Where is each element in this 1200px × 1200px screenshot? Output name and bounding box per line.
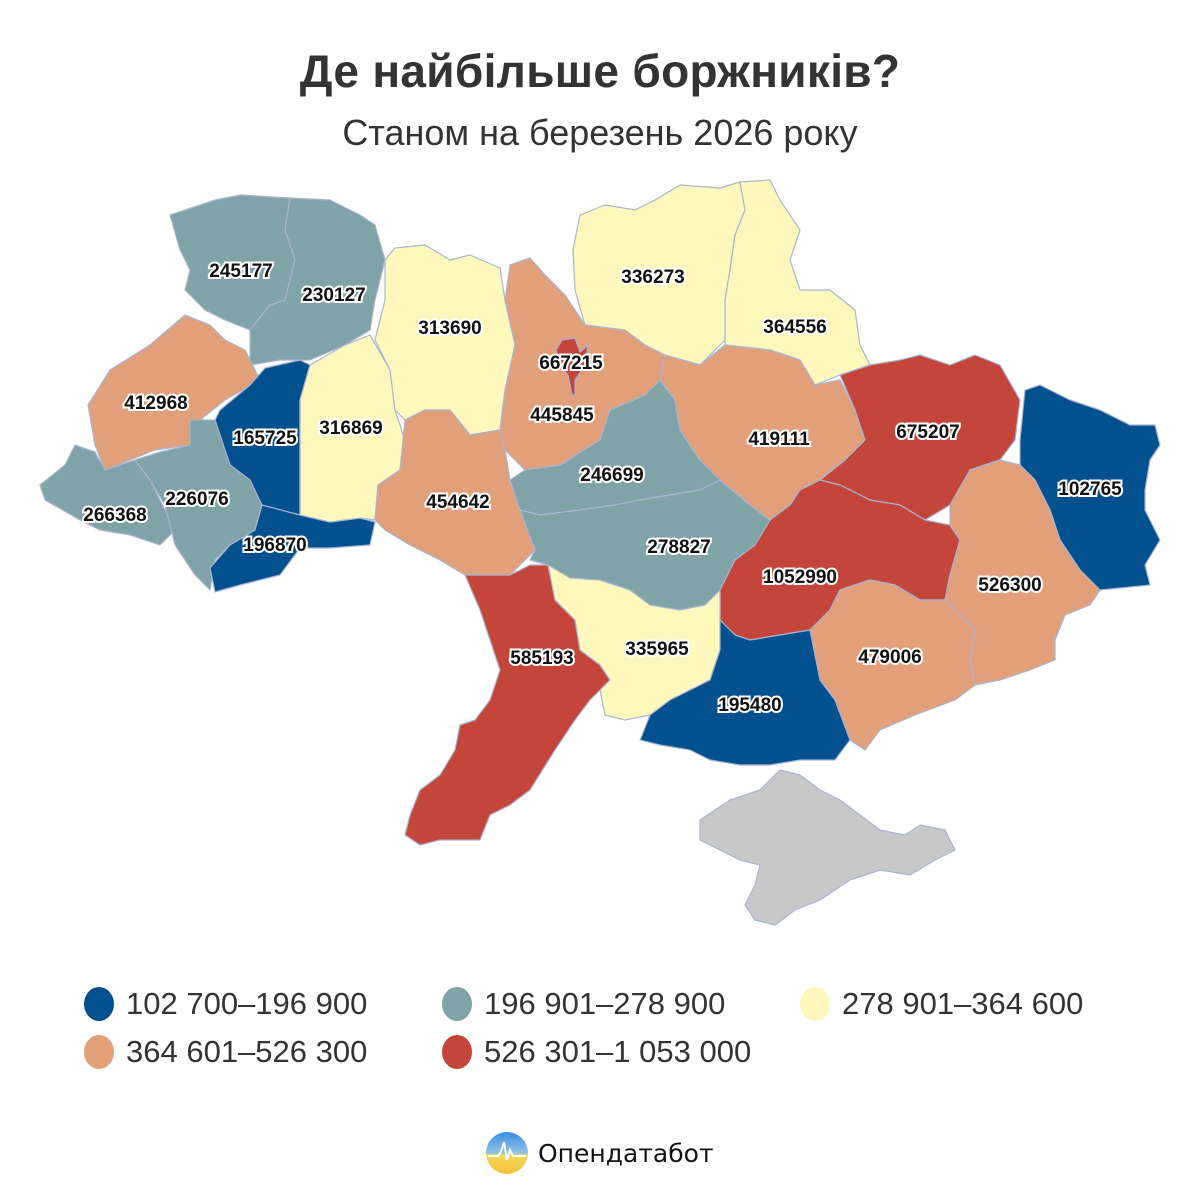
opendatabot-logo-icon bbox=[486, 1132, 528, 1174]
region-zhytomyr[interactable] bbox=[374, 244, 516, 436]
region-kyiv-city[interactable] bbox=[555, 337, 589, 396]
region-donetsk[interactable] bbox=[944, 459, 1101, 686]
value-label-mykolaiv: 335965 bbox=[625, 639, 689, 660]
legend-swatch-icon bbox=[800, 987, 830, 1021]
value-label-vinnytsia: 454642 bbox=[426, 492, 489, 513]
value-label-kherson: 195480 bbox=[718, 695, 781, 716]
legend-swatch-icon bbox=[442, 987, 472, 1021]
value-label-khmelnytskyi: 316869 bbox=[319, 418, 382, 439]
legend-label: 278 901–364 600 bbox=[842, 986, 1084, 1021]
legend-swatch-icon bbox=[84, 987, 114, 1021]
region-rivne[interactable] bbox=[249, 197, 386, 366]
legend-label: 102 700–196 900 bbox=[126, 986, 368, 1021]
brand-logo: Опендатабот bbox=[484, 1130, 714, 1176]
brand-name: Опендатабот bbox=[538, 1138, 714, 1168]
legend-swatch-icon bbox=[442, 1035, 472, 1069]
value-label-kyiv-city: 667215 bbox=[539, 353, 603, 374]
legend-swatch-icon bbox=[84, 1035, 114, 1069]
value-label-poltava: 419111 bbox=[748, 429, 810, 450]
legend-label: 196 901–278 900 bbox=[484, 986, 726, 1021]
value-label-kirovohrad: 278827 bbox=[647, 537, 710, 558]
legend-item-bin1: 102 700–196 900 bbox=[84, 986, 367, 1022]
value-label-zhytomyr: 313690 bbox=[418, 318, 481, 339]
legend-label: 364 601–526 300 bbox=[126, 1034, 368, 1069]
legend-item-bin4: 364 601–526 300 bbox=[84, 1034, 367, 1070]
chart-title: Де найбільше боржників? bbox=[299, 45, 901, 97]
legend-item-bin2: 196 901–278 900 bbox=[442, 986, 725, 1022]
region-lviv[interactable] bbox=[87, 314, 261, 471]
value-label-kharkiv: 675207 bbox=[896, 422, 959, 443]
value-label-zaporizhzhia: 479006 bbox=[858, 647, 921, 668]
value-label-chernihiv: 336273 bbox=[621, 267, 684, 288]
region-zakarpattia[interactable] bbox=[39, 444, 176, 546]
value-label-kyiv-oblast: 445845 bbox=[530, 405, 594, 426]
chart-subtitle: Станом на березень 2026 року bbox=[342, 112, 858, 153]
value-label-zakarpattia: 266368 bbox=[83, 505, 146, 526]
value-label-luhansk: 102765 bbox=[1058, 479, 1122, 500]
region-crimea[interactable] bbox=[699, 769, 956, 926]
value-label-lviv: 412968 bbox=[124, 393, 187, 414]
legend-item-bin3: 278 901–364 600 bbox=[800, 986, 1083, 1022]
value-label-sumy: 364556 bbox=[763, 317, 826, 338]
region-kherson[interactable] bbox=[639, 619, 851, 766]
value-label-volyn: 245177 bbox=[209, 261, 272, 282]
legend-label: 526 301–1 053 000 bbox=[484, 1034, 752, 1069]
value-label-rivne: 230127 bbox=[302, 285, 365, 306]
value-label-ivano-frankivsk: 226076 bbox=[165, 489, 228, 510]
value-label-odesa: 585193 bbox=[510, 648, 573, 669]
value-label-cherkasy: 246699 bbox=[580, 465, 643, 486]
value-label-chernivtsi: 196870 bbox=[243, 535, 306, 556]
legend-item-bin5: 526 301–1 053 000 bbox=[442, 1034, 751, 1070]
value-label-ternopil: 165725 bbox=[233, 428, 297, 449]
value-label-donetsk: 526300 bbox=[978, 575, 1041, 596]
value-label-dnipropetrovsk: 1052990 bbox=[763, 567, 837, 588]
